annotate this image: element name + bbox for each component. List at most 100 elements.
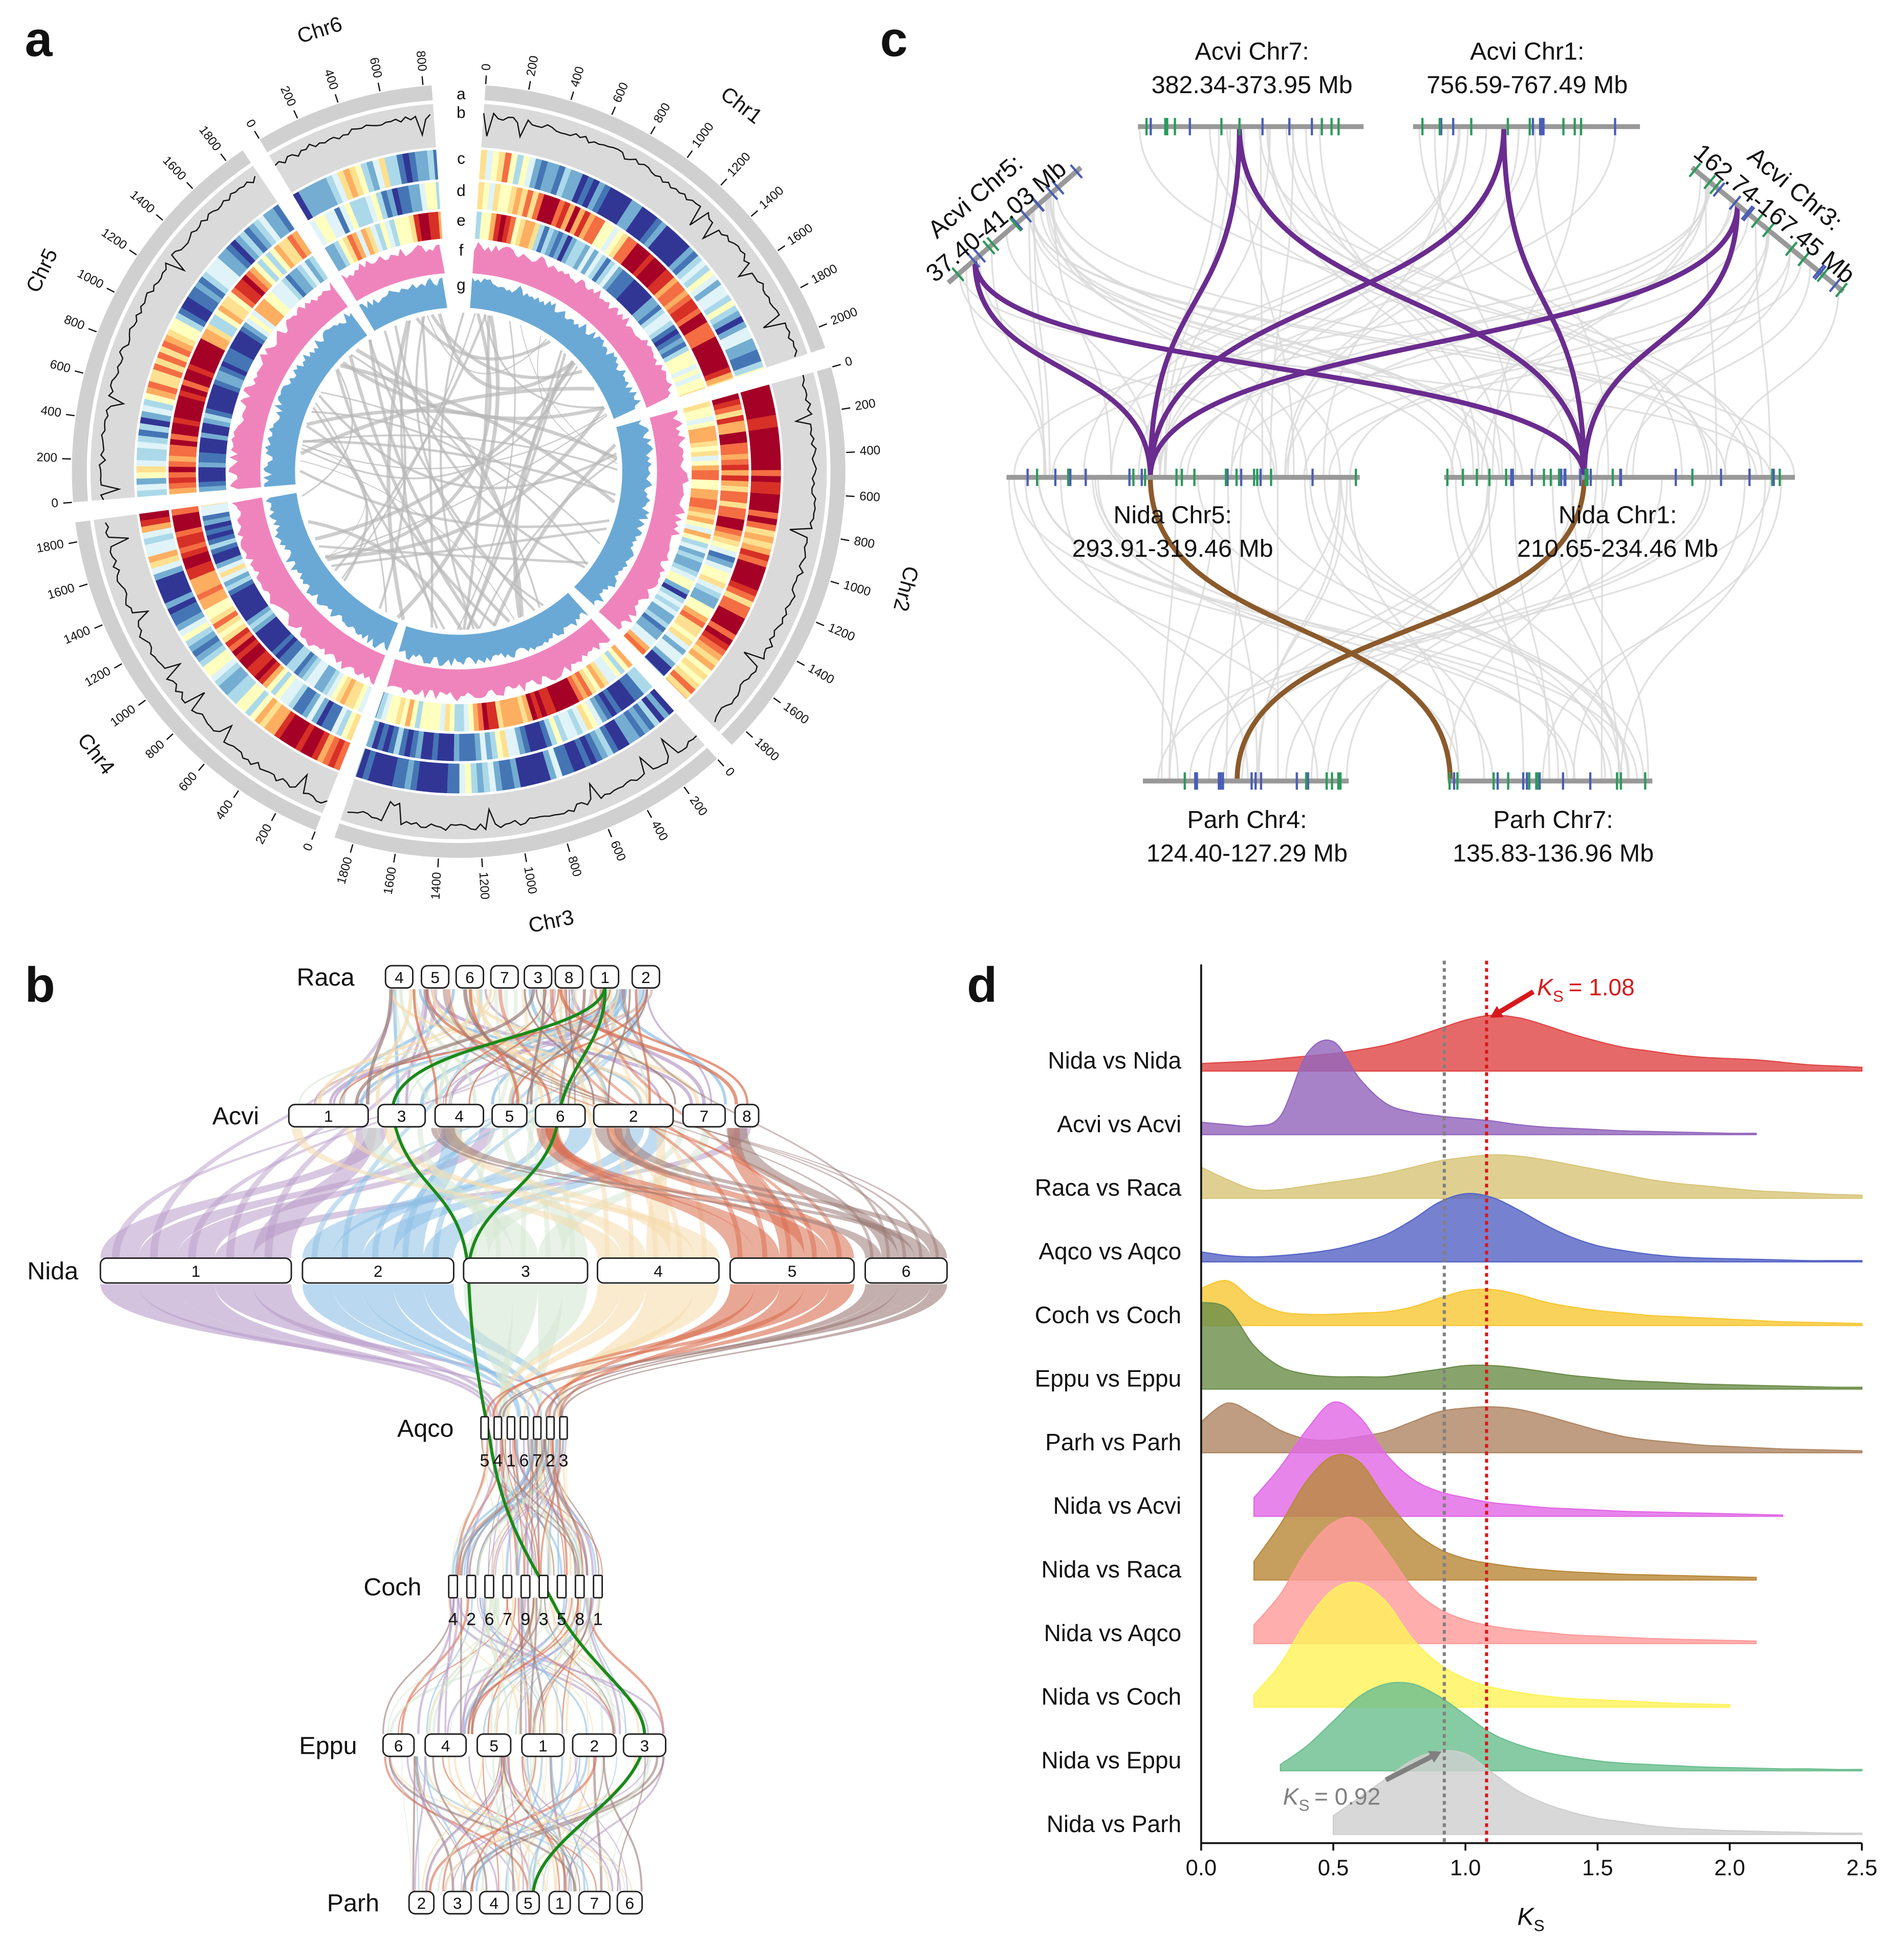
heat-stripe [171, 427, 199, 437]
heat-stripe [144, 392, 175, 406]
heat-stripe [304, 258, 324, 284]
heat-stripe [258, 620, 283, 641]
heat-stripe [206, 529, 234, 541]
heat-stripe [742, 537, 773, 550]
heat-stripe [379, 222, 392, 250]
gene-mark [1689, 162, 1702, 178]
chromosome-box [574, 1575, 585, 1599]
background-link [1230, 213, 1749, 477]
series-label: Nida vs Raca [1041, 1556, 1181, 1583]
chromosome-number: 3 [539, 1609, 549, 1629]
heat-stripe [623, 709, 645, 738]
heat-stripe [199, 588, 226, 606]
heat-stripe [668, 246, 695, 272]
thread [482, 1756, 500, 1892]
heat-stripe [311, 697, 330, 724]
heat-stripe [340, 711, 357, 739]
heat-stripe [747, 421, 778, 431]
region-species: Nida Chr1: [1559, 501, 1677, 529]
heat-stripe [553, 746, 569, 776]
heat-stripe [544, 229, 559, 256]
thread [490, 1598, 500, 1734]
annotation-arrowhead [1490, 1006, 1504, 1018]
heat-stripe [253, 219, 277, 246]
tick-mark [832, 364, 841, 368]
heat-stripe [148, 549, 179, 563]
heat-stripe [329, 243, 347, 269]
heat-stripe [687, 510, 716, 520]
heat-stripe [537, 688, 552, 716]
heat-stripe [640, 261, 663, 285]
heat-stripe [691, 479, 719, 486]
heat-stripe [180, 384, 208, 398]
heat-stripe [502, 185, 512, 213]
heat-stripe [731, 355, 762, 372]
series-label: Raca vs Raca [1035, 1174, 1182, 1201]
heat-stripe [621, 203, 643, 231]
heat-stripe [691, 336, 719, 354]
thread [518, 1598, 564, 1734]
heat-stripe [379, 754, 393, 786]
heat-stripe [201, 502, 229, 512]
synteny-link [315, 402, 387, 613]
heat-stripe [512, 154, 525, 185]
chromosome-number: 4 [448, 1609, 458, 1629]
heat-stripe [227, 291, 253, 313]
heat-stripe [725, 338, 755, 356]
heat-stripe [243, 602, 269, 622]
panel-a: 0 200 400600800100012001400160018002000Chr… [21, 12, 923, 938]
heat-stripe [376, 723, 390, 751]
thread [495, 1598, 514, 1734]
highlight-link [972, 259, 1153, 477]
heat-stripe [371, 722, 385, 750]
background-link [1031, 209, 1523, 477]
highlight-link [1148, 477, 1453, 781]
heat-stripe [146, 543, 177, 557]
heat-stripe [308, 255, 329, 281]
panel-label: a [25, 11, 53, 67]
heat-stripe [392, 187, 403, 216]
heat-stripe [607, 647, 629, 672]
heat-stripe [272, 204, 295, 232]
heat-stripe [616, 279, 639, 303]
heat-stripe [566, 675, 584, 702]
annotation-arrow [1497, 989, 1535, 1015]
background-link [1323, 477, 1630, 781]
heat-stripe [289, 720, 310, 749]
heat-stripe [419, 701, 428, 729]
heat-stripe [136, 477, 167, 485]
heat-stripe [146, 386, 177, 400]
heat-stripe [194, 281, 223, 304]
heat-stripe [710, 615, 740, 636]
chromosome-box [424, 1733, 467, 1757]
heat-stripe [198, 476, 226, 483]
heat-stripe [287, 234, 308, 260]
background-link [1257, 477, 1645, 781]
background-link [1008, 477, 1179, 781]
thread [375, 989, 413, 1105]
gene-mark [1829, 277, 1842, 293]
chromosome-number: 1 [555, 1894, 565, 1912]
heat-stripe [227, 674, 253, 700]
region-label: Nida Chr5: 293.91-319.46 Mb [1072, 501, 1273, 562]
heat-stripe [189, 358, 217, 374]
thread [551, 1439, 568, 1576]
row-label: Coch [363, 1573, 421, 1601]
heat-stripe [599, 263, 620, 288]
x-tick-label: 0.0 [1186, 1856, 1217, 1881]
heat-stripe [176, 400, 204, 412]
ribbon [498, 1284, 915, 1417]
heat-stripe [187, 363, 215, 379]
heat-stripe [279, 677, 300, 703]
gene-mark [1814, 265, 1827, 280]
heat-stripe [184, 296, 213, 318]
heat-stripe [622, 673, 644, 698]
heat-stripe [720, 495, 748, 504]
background-link [1159, 126, 1617, 477]
heat-stripe [567, 708, 583, 736]
heat-stripe [160, 581, 190, 598]
heat-stripe [143, 398, 174, 411]
chromosome-number: 3 [640, 1737, 650, 1755]
heat-stripe [660, 285, 685, 308]
